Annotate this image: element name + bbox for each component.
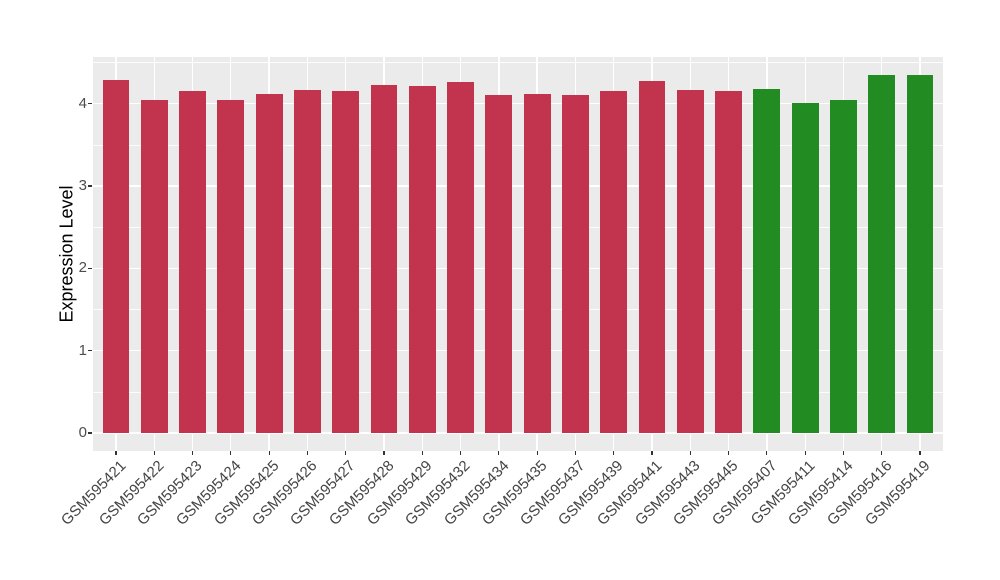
h-gridline-minor xyxy=(93,391,943,393)
x-tick-mark xyxy=(459,451,462,455)
bar-GSM595441 xyxy=(638,80,666,434)
h-gridline-major xyxy=(93,185,943,187)
x-tick-mark xyxy=(881,451,883,455)
x-tick-mark xyxy=(498,451,500,455)
h-gridline-minor xyxy=(93,62,943,63)
bar-GSM595423 xyxy=(179,91,206,434)
bar-GSM595416 xyxy=(868,74,896,434)
y-tick-mark xyxy=(88,103,92,105)
bar-GSM595434 xyxy=(485,95,513,434)
bar-GSM595407 xyxy=(753,88,781,434)
bar-GSM595443 xyxy=(676,89,704,434)
bar-GSM595426 xyxy=(294,89,321,434)
x-tick-mark xyxy=(268,451,270,455)
h-gridline-major xyxy=(93,103,943,105)
x-tick-mark xyxy=(383,451,385,455)
bar-GSM595437 xyxy=(562,94,589,434)
x-tick-mark xyxy=(421,451,423,455)
bar-GSM595429 xyxy=(408,85,436,434)
x-tick-mark xyxy=(651,451,653,455)
h-gridline-minor xyxy=(93,309,943,310)
y-tick-label: 0 xyxy=(78,424,87,442)
bar-GSM595414 xyxy=(830,99,857,434)
x-tick-mark xyxy=(689,451,691,455)
x-tick-mark xyxy=(613,451,615,455)
y-axis-title: Expression Level xyxy=(56,185,77,323)
bar-GSM595425 xyxy=(255,93,283,434)
x-tick-mark xyxy=(574,451,577,455)
h-gridline-major xyxy=(93,432,943,434)
y-tick-label: 4 xyxy=(78,94,87,112)
bar-GSM595428 xyxy=(370,84,398,434)
bar-GSM595421 xyxy=(102,79,130,434)
h-gridline-major xyxy=(93,267,943,270)
bar-GSM595439 xyxy=(600,91,628,434)
y-tick-mark xyxy=(88,350,92,352)
y-tick-mark xyxy=(88,185,92,187)
y-tick-mark xyxy=(88,267,92,269)
x-tick-mark xyxy=(115,451,117,455)
bar-GSM595445 xyxy=(715,90,742,434)
x-tick-mark xyxy=(306,451,308,455)
y-tick-label: 2 xyxy=(78,259,87,277)
bar-GSM595432 xyxy=(447,82,474,434)
x-tick-mark xyxy=(727,451,730,455)
h-gridline-major xyxy=(93,350,943,352)
bar-GSM595435 xyxy=(523,93,551,434)
bar-GSM595422 xyxy=(140,99,168,434)
plot-panel xyxy=(93,57,943,451)
x-tick-mark xyxy=(919,451,921,455)
x-tick-mark xyxy=(766,451,768,455)
y-tick-label: 3 xyxy=(78,177,87,195)
x-tick-mark xyxy=(153,451,155,455)
bar-GSM595419 xyxy=(906,74,934,434)
x-tick-mark xyxy=(536,451,538,455)
x-tick-mark xyxy=(230,451,232,455)
x-tick-mark xyxy=(191,451,194,455)
x-tick-mark xyxy=(804,451,806,455)
h-gridline-minor xyxy=(93,226,943,228)
y-tick-mark xyxy=(88,432,92,434)
bar-GSM595427 xyxy=(332,91,360,434)
x-tick-mark xyxy=(345,451,347,455)
bar-GSM595411 xyxy=(791,102,819,434)
x-tick-mark xyxy=(842,451,845,455)
y-tick-label: 1 xyxy=(78,341,87,359)
h-gridline-minor xyxy=(93,144,943,146)
bar-GSM595424 xyxy=(217,99,245,434)
